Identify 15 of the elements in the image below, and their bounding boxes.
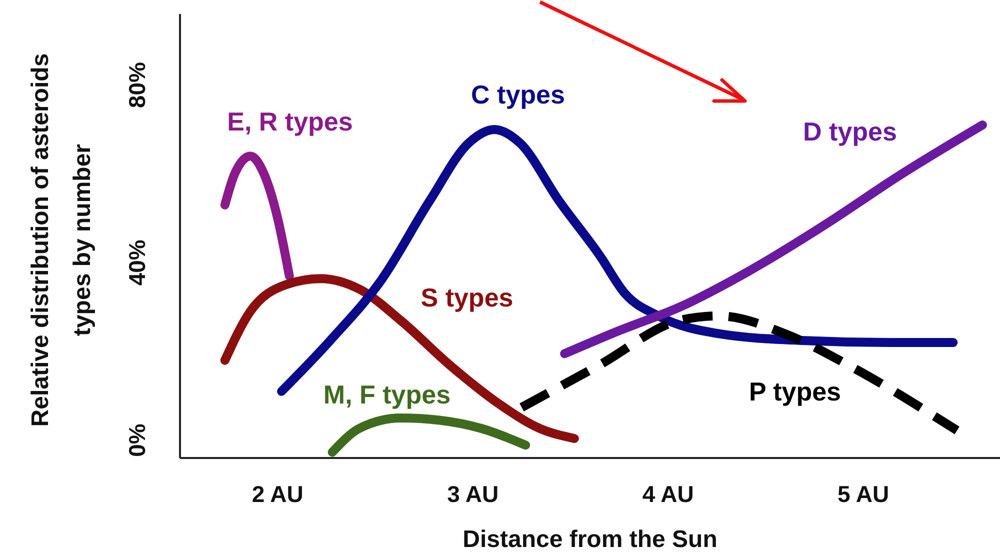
y-tick-label: 40%: [124, 240, 150, 286]
x-axis-title: Distance from the Sun: [462, 526, 718, 554]
x-tick-label: 3 AU: [447, 481, 499, 507]
series-label: M, F types: [323, 380, 451, 410]
series-label: C types: [471, 80, 565, 110]
series-label: E, R types: [227, 106, 353, 138]
series-label: D types: [803, 116, 897, 148]
series-label: S types: [420, 282, 514, 314]
y-tick-label: 0%: [124, 424, 150, 457]
x-tick-label: 5 AU: [838, 481, 890, 507]
y-tick-label: 80%: [124, 62, 150, 108]
series-label: P types: [748, 376, 842, 408]
x-tick-label: 2 AU: [252, 481, 304, 507]
y-axis-title: Relative distribution of asteroids types by number: [26, 52, 97, 429]
x-tick-label: 4 AU: [642, 481, 694, 507]
